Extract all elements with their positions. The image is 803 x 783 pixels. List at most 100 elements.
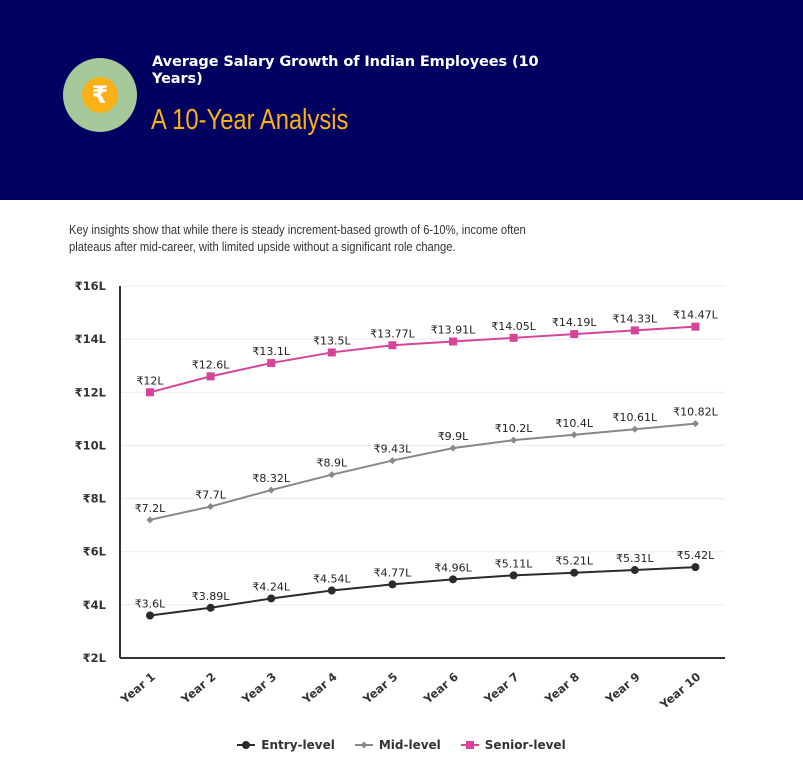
legend-swatch-marker — [360, 741, 368, 749]
header-banner: ₹ Average Salary Growth of Indian Employ… — [0, 0, 803, 200]
y-tick-label: ₹6L — [83, 545, 107, 559]
chart-legend: Entry-level Mid-level Senior-level — [0, 738, 803, 752]
data-label-senior-level: ₹14.47L — [673, 309, 718, 322]
data-point-entry-level — [509, 571, 518, 580]
series-senior-level: ₹12L ₹12.6L ₹13.1L ₹13.5L ₹13.77L ₹13.91L ₹14.… — [136, 309, 719, 397]
data-point-entry-level — [327, 586, 336, 595]
data-label-entry-level: ₹4.96L — [434, 561, 472, 574]
rupee-icon: ₹ — [82, 77, 118, 113]
data-point-entry-level — [267, 594, 276, 603]
legend-swatch-diamond-icon — [354, 741, 373, 749]
data-label-senior-level: ₹12L — [136, 374, 164, 387]
x-tick-label: Year 10 — [656, 670, 703, 713]
data-point-entry-level — [146, 611, 154, 620]
legend-item-mid-level: Mid-level — [354, 738, 441, 752]
data-label-mid-level: ₹9.43L — [374, 443, 412, 456]
data-label-senior-level: ₹13.1L — [252, 345, 290, 358]
data-label-entry-level: ₹4.54L — [313, 573, 351, 586]
logo-badge: ₹ — [63, 58, 137, 132]
data-point-mid-level — [449, 444, 457, 452]
x-axis-ticks: Year 1 Year 2 Year 3 Year 4 Year 5 Year 6 Year… — [117, 670, 703, 713]
data-label-mid-level: ₹10.82L — [673, 406, 718, 419]
data-label-senior-level: ₹14.05L — [491, 320, 536, 333]
data-label-mid-level: ₹8.9L — [316, 457, 347, 470]
legend-label: Entry-level — [261, 738, 335, 752]
data-point-mid-level — [388, 457, 396, 465]
y-tick-label: ₹16L — [75, 279, 107, 293]
data-point-mid-level — [691, 420, 699, 428]
y-tick-label: ₹4L — [83, 598, 107, 612]
data-label-entry-level: ₹5.31L — [616, 552, 654, 565]
data-point-senior-level — [206, 372, 215, 381]
y-tick-label: ₹14L — [75, 332, 107, 346]
legend-swatch-marker — [242, 741, 251, 749]
data-label-entry-level: ₹5.42L — [677, 549, 715, 562]
data-label-mid-level: ₹9.9L — [438, 430, 469, 443]
series-mid-level: ₹7.2L ₹7.7L ₹8.32L ₹8.9L ₹9.43L ₹9.9L ₹10.2L ₹1… — [135, 406, 719, 524]
data-label-senior-level: ₹13.91L — [431, 324, 476, 337]
data-label-entry-level: ₹3.6L — [135, 597, 166, 610]
data-point-mid-level — [570, 431, 578, 439]
y-tick-label: ₹12L — [75, 385, 107, 399]
data-label-mid-level: ₹7.7L — [195, 489, 226, 502]
data-label-entry-level: ₹4.77L — [374, 566, 412, 579]
y-axis-ticks: ₹2L ₹4L ₹6L ₹8L ₹10L ₹12L ₹14L ₹16L — [75, 279, 107, 665]
x-tick-label: Year 4 — [299, 670, 340, 707]
x-tick-label: Year 3 — [238, 670, 279, 707]
legend-swatch-marker — [465, 741, 474, 749]
legend-swatch-circle-icon — [237, 741, 256, 749]
data-label-senior-level: ₹13.5L — [313, 334, 351, 347]
data-point-mid-level — [146, 516, 154, 524]
data-point-senior-level — [630, 326, 639, 335]
x-tick-label: Year 1 — [117, 670, 158, 707]
data-label-senior-level: ₹14.33L — [612, 312, 657, 325]
x-tick-label: Year 5 — [360, 670, 401, 707]
data-point-entry-level — [206, 603, 215, 612]
x-tick-label: Year 6 — [420, 670, 461, 707]
data-point-senior-level — [509, 333, 518, 342]
data-label-senior-level: ₹13.77L — [370, 327, 415, 340]
y-tick-label: ₹10L — [75, 438, 107, 452]
data-point-senior-level — [146, 388, 154, 397]
data-label-entry-level: ₹5.11L — [495, 557, 533, 570]
data-label-entry-level: ₹3.89L — [192, 590, 230, 603]
x-tick-label: Year 8 — [541, 670, 582, 707]
series-group: ₹3.6L ₹3.89L ₹4.24L ₹4.54L ₹4.77L ₹4.96L ₹5.11… — [135, 309, 719, 620]
data-point-mid-level — [267, 486, 275, 494]
data-point-senior-level — [570, 330, 579, 339]
data-label-entry-level: ₹4.24L — [252, 580, 290, 593]
data-label-mid-level: ₹10.4L — [555, 417, 593, 430]
page-title: Average Salary Growth of Indian Employee… — [152, 54, 539, 87]
series-line-senior-level — [149, 325, 696, 394]
data-point-senior-level — [388, 341, 397, 350]
page-subtitle: A 10-Year Analysis — [151, 104, 349, 136]
data-point-mid-level — [631, 425, 639, 433]
data-point-senior-level — [327, 348, 336, 357]
data-point-entry-level — [570, 568, 579, 577]
data-point-mid-level — [207, 503, 215, 511]
legend-item-senior-level: Senior-level — [460, 738, 566, 752]
data-label-mid-level: ₹10.2L — [495, 422, 533, 435]
data-label-mid-level: ₹8.32L — [252, 472, 290, 485]
data-point-senior-level — [691, 322, 700, 331]
legend-item-entry-level: Entry-level — [237, 738, 335, 752]
data-label-entry-level: ₹5.21L — [555, 555, 593, 568]
line-chart: ₹2L₹4L₹6L₹8L₹10L₹12L₹14L₹16L Year 1 Year … — [75, 279, 725, 713]
data-point-mid-level — [510, 436, 518, 444]
data-label-mid-level: ₹7.2L — [135, 502, 166, 515]
legend-label: Senior-level — [484, 738, 566, 752]
data-point-entry-level — [388, 580, 397, 589]
data-label-mid-level: ₹10.61L — [612, 411, 657, 424]
legend-label: Mid-level — [378, 738, 441, 752]
legend-swatch-square-icon — [460, 741, 479, 749]
series-line-mid-level — [149, 422, 696, 521]
series-entry-level: ₹3.6L ₹3.89L ₹4.24L ₹4.54L ₹4.77L ₹4.96L ₹5.11… — [135, 549, 715, 620]
data-point-entry-level — [630, 566, 639, 575]
description-text: Key insights show that while there is st… — [69, 222, 526, 254]
grid-lines — [120, 285, 725, 606]
data-label-senior-level: ₹14.19L — [552, 316, 597, 329]
data-point-senior-level — [449, 337, 457, 346]
y-tick-label: ₹8L — [83, 492, 107, 506]
series-line-entry-level — [149, 566, 696, 617]
data-point-entry-level — [691, 563, 700, 572]
